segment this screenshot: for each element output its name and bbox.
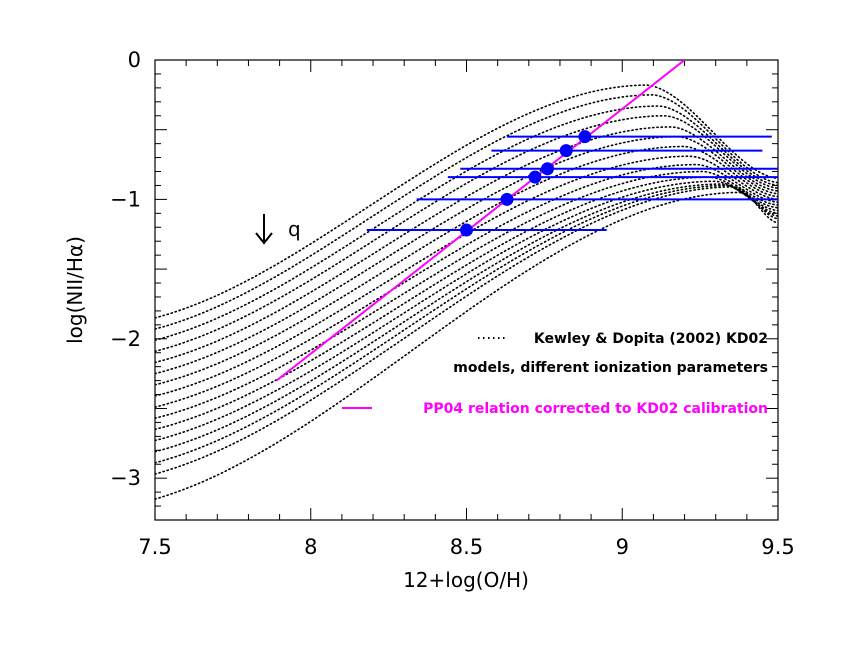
model-curve	[155, 183, 778, 453]
q-annotation: q	[255, 214, 301, 245]
legend-entry-models: Kewley & Dopita (2002) KD02	[534, 331, 768, 347]
data-points	[366, 130, 778, 237]
data-point	[540, 162, 554, 176]
y-tick-label: −2	[110, 327, 141, 351]
model-curve	[155, 163, 778, 408]
model-curve	[155, 170, 778, 420]
model-curves	[155, 84, 778, 500]
data-point	[578, 130, 592, 144]
model-curve	[155, 126, 778, 364]
x-axis-label: 12+log(O/H)	[403, 568, 529, 592]
model-curve	[155, 145, 778, 386]
axis-ticks	[154, 59, 779, 521]
y-tick-label: −1	[110, 187, 141, 211]
pp04-line	[275, 60, 686, 382]
legend: Kewley & Dopita (2002) KD02 models, diff…	[342, 331, 768, 417]
legend-entry-pp04: PP04 relation corrected to KD02 calibrat…	[423, 401, 768, 417]
plot-frame	[154, 59, 779, 521]
model-curve	[155, 180, 778, 442]
model-curve	[155, 191, 778, 500]
legend-entry-models-line2: models, different ionization parameters	[453, 360, 768, 376]
x-tick-label: 8	[304, 535, 317, 559]
data-point	[460, 223, 473, 237]
model-curve	[155, 105, 778, 342]
tick-labels: 7.5 8 8.5 9 9.5 0 −1 −2 −3	[110, 48, 795, 559]
plot-area	[155, 60, 778, 500]
y-axis-label: log(NII/Hα)	[63, 236, 87, 344]
pp04-relation	[275, 60, 686, 382]
model-curve	[155, 93, 778, 330]
q-label: q	[288, 217, 301, 241]
y-tick-label: 0	[128, 48, 141, 72]
model-curve	[155, 84, 778, 319]
x-tick-label: 7.5	[138, 535, 171, 559]
x-tick-label: 9	[616, 535, 629, 559]
x-tick-label: 8.5	[450, 535, 483, 559]
data-point	[559, 144, 573, 158]
model-curve	[155, 176, 778, 431]
model-curve	[155, 186, 778, 475]
data-point	[500, 192, 514, 206]
data-point	[528, 170, 542, 184]
model-curve	[155, 114, 778, 353]
x-tick-label: 9.5	[761, 535, 794, 559]
y-tick-label: −3	[110, 466, 141, 490]
model-curve	[155, 184, 778, 464]
q-arrow-down-icon	[255, 232, 273, 245]
